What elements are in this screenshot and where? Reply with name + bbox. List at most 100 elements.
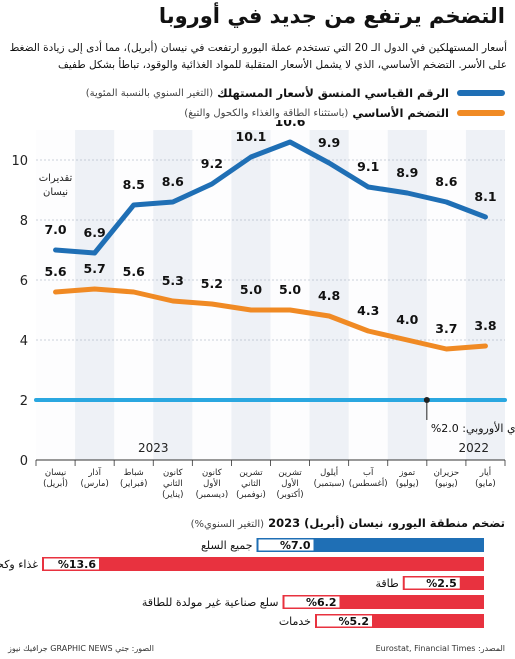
- target-label: هدف البنك المركزي الأوروبي: 2.0%: [431, 421, 515, 435]
- data-label-core: 5.0: [279, 282, 301, 297]
- x-tick-label: الأول: [203, 478, 221, 489]
- legend: الرقم القياسي المنسق لأسعار المستهلك (ال…: [35, 83, 505, 123]
- x-tick-label: نيسان: [45, 468, 66, 478]
- breakdown-bar-chart: %7.0 جميع السلع %13.6 غذاء وكحول وتبغ %2.5 طا…: [0, 538, 484, 628]
- chart-title: التضخم يرتفع من جديد في أوروبا: [158, 4, 505, 28]
- x-tick-label: الثاني: [241, 479, 261, 489]
- breakdown-value: %5.2: [338, 615, 369, 628]
- y-tick-label: 4: [20, 334, 28, 349]
- legend-swatch-hicp: [457, 90, 505, 96]
- data-label-core: 5.3: [162, 273, 184, 288]
- data-label-hicp: 9.2: [201, 156, 223, 171]
- x-tick-sublabel: (نوفمبر): [236, 490, 266, 500]
- data-label-hicp: 8.1: [474, 189, 496, 204]
- breakdown-value-box: [404, 577, 460, 589]
- data-label-hicp: 8.5: [123, 177, 145, 192]
- y-tick-label: 2: [20, 394, 28, 409]
- column-band: [36, 130, 76, 460]
- data-label-hicp: 6.9: [84, 225, 106, 240]
- data-label-hicp: 9.9: [318, 135, 340, 150]
- breakdown-label: جميع السلع: [201, 539, 253, 552]
- breakdown-value: %7.0: [280, 539, 311, 552]
- breakdown-title: تضخم منطقة اليورو، نيسان (أبريل) 2023: [268, 516, 505, 530]
- x-tick-sublabel: (مايو): [475, 479, 496, 489]
- legend-item-hicp: الرقم القياسي المنسق لأسعار المستهلك (ال…: [35, 83, 505, 103]
- y-tick-label: 8: [20, 214, 28, 229]
- x-tick-label: أيار: [479, 466, 491, 478]
- data-label-hicp: 10.1: [236, 129, 267, 144]
- x-tick-label: تموز: [398, 468, 415, 478]
- x-tick-label: شباط: [124, 468, 144, 478]
- data-label-hicp: 7.0: [44, 222, 66, 237]
- x-tick-sublabel: (مارس): [80, 479, 108, 489]
- data-label-core: 4.3: [357, 303, 379, 318]
- breakdown-label: طاقة: [375, 577, 399, 590]
- x-tick-label: آذار: [87, 466, 101, 478]
- inflation-line-chart: 0246810نيسان(أبريل)آذار(مارس)شباط(فبراير…: [11, 120, 515, 500]
- breakdown-value-box: [284, 596, 340, 608]
- breakdown-subtitle: (التغير السنوي%): [190, 519, 265, 530]
- credit-note: الصور: جتي GRAPHIC NEWS جرافيك نيوز: [8, 644, 154, 653]
- column-band: [192, 130, 232, 460]
- legend-label-hicp: الرقم القياسي المنسق لأسعار المستهلك: [217, 86, 449, 100]
- source-note: المصدر: Eurostat, Financial Times: [375, 644, 505, 653]
- x-tick-sublabel: (أبريل): [43, 477, 68, 489]
- series-line-hicp: [53, 139, 488, 256]
- x-tick-label: أيلول: [320, 466, 338, 478]
- data-label-core: 4.0: [396, 312, 418, 327]
- estimate-note-line1: تقديرات: [39, 173, 73, 184]
- x-tick-label: تشرين: [278, 468, 302, 478]
- data-label-core: 5.6: [44, 264, 66, 279]
- x-tick-label: تشرين: [239, 468, 263, 478]
- data-label-hicp: 10.6: [275, 120, 306, 129]
- target-marker: [423, 397, 430, 403]
- legend-swatch-core: [457, 110, 505, 116]
- data-label-core: 5.0: [240, 282, 262, 297]
- breakdown-label: سلع صناعية غير مولدة للطاقة: [142, 596, 279, 609]
- x-tick-label: الأول: [281, 478, 299, 489]
- breakdown-value: %13.6: [58, 558, 97, 571]
- series-line-core: [53, 286, 488, 352]
- breakdown-value-box: [258, 539, 314, 551]
- x-tick-sublabel: (فبراير): [120, 479, 147, 489]
- x-tick-label: آب: [363, 466, 374, 478]
- x-tick-sublabel: (سبتمبر): [314, 479, 345, 489]
- year-label-2023: 2023: [138, 441, 169, 455]
- data-label-core: 5.6: [123, 264, 145, 279]
- y-tick-label: 10: [11, 154, 28, 169]
- legend-label-core: التضخم الأساسي: [352, 106, 449, 120]
- data-label-core: 5.2: [201, 276, 223, 291]
- x-tick-sublabel: (يناير): [162, 490, 183, 500]
- legend-sublabel-core: (باستثناء الطاقة والغذاء والكحول والتبغ): [184, 107, 349, 119]
- legend-sublabel-hicp: (التغير السنوي بالنسبة المئوية): [85, 87, 214, 99]
- chart-subtitle: أسعار المستهلكين في الدول الـ 20 التي تس…: [9, 42, 507, 71]
- breakdown-value: %2.5: [426, 577, 457, 590]
- estimate-note-line2: نيسان: [43, 187, 68, 198]
- x-tick-sublabel: (أغسطس): [349, 477, 388, 489]
- x-tick-sublabel: (يوليو): [396, 479, 419, 489]
- breakdown-value: %6.2: [306, 596, 337, 609]
- breakdown-label: خدمات: [279, 615, 311, 628]
- column-band: [270, 130, 310, 460]
- data-label-hicp: 8.9: [396, 165, 418, 180]
- x-tick-label: كانون: [202, 468, 223, 478]
- data-label-core: 3.8: [474, 318, 496, 333]
- data-label-hicp: 8.6: [162, 174, 184, 189]
- data-label-hicp: 9.1: [357, 159, 379, 174]
- column-band: [426, 130, 466, 460]
- x-tick-sublabel: (يونيو): [435, 479, 458, 489]
- breakdown-value-box: [44, 558, 99, 570]
- legend-item-core: التضخم الأساسي (باستثناء الطاقة والغذاء …: [35, 103, 505, 123]
- y-tick-label: 6: [20, 274, 28, 289]
- x-tick-sublabel: (أكتوبر): [277, 488, 304, 500]
- x-tick-sublabel: (ديسمبر): [196, 490, 229, 500]
- x-tick-label: كانون: [163, 468, 184, 478]
- breakdown-label: غذاء وكحول وتبغ: [0, 558, 38, 571]
- data-label-hicp: 8.6: [435, 174, 457, 189]
- year-label-2022: 2022: [458, 441, 489, 455]
- breakdown-value-box: [317, 615, 372, 627]
- data-label-core: 4.8: [318, 288, 340, 303]
- x-tick-label: الثاني: [163, 479, 183, 489]
- data-label-core: 3.7: [435, 321, 457, 336]
- data-label-core: 5.7: [84, 261, 106, 276]
